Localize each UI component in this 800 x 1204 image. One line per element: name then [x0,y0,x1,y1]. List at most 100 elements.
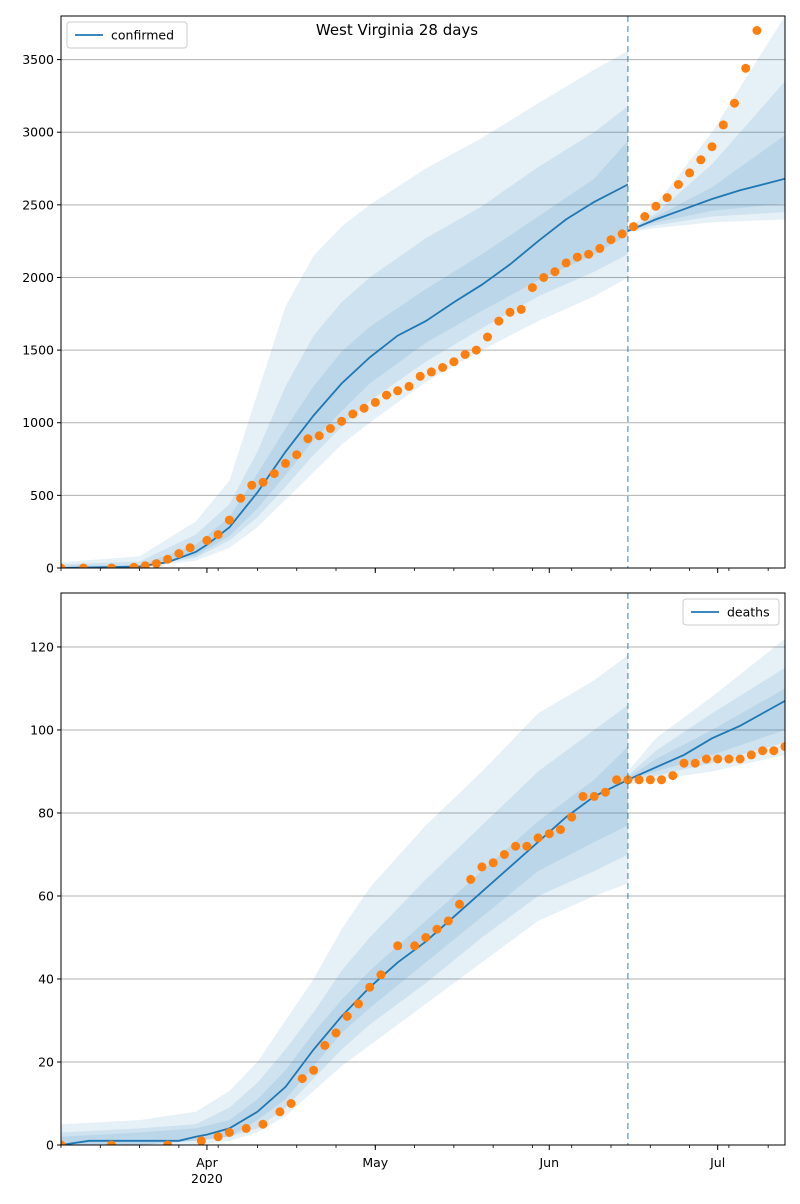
observed-point [78,563,88,568]
observed-point [651,201,661,211]
observed-point [292,450,302,460]
observed-point [522,841,532,851]
x-tick-label: Jul [709,1155,725,1170]
observed-point [758,746,768,756]
plot-area [61,638,785,1145]
uncertainty-band [627,135,785,232]
y-tick-label: 0 [46,1138,54,1153]
observed-point [370,397,380,407]
observed-point [746,750,756,760]
y-tick-label: 1500 [22,343,54,358]
x-tick-label: Apr [196,1155,218,1170]
observed-point [600,787,610,797]
observed-point [767,16,770,17]
observed-point [393,941,403,951]
observed-point [303,434,313,444]
plot-area [61,16,785,568]
observed-point [107,1140,116,1145]
y-tick-label: 60 [38,888,54,903]
observed-point [365,982,375,992]
observed-point [202,535,212,545]
uncertainty-band [627,81,785,232]
observed-point [606,235,616,245]
observed-point [612,775,622,785]
uncertainty-band [61,106,628,568]
observed-point [629,222,638,232]
axes-frame [60,15,786,569]
observed-point [376,970,386,980]
observed-point [460,350,470,359]
observed-point [466,874,476,884]
observed-point [196,1136,206,1145]
uncertainty-band [61,50,628,568]
observed-point [432,924,442,934]
observed-point [275,1107,285,1117]
y-tick-label: 100 [30,722,54,737]
observed-point [505,307,515,317]
chart-title: West Virginia 28 days [315,21,479,39]
observed-point [297,1074,307,1084]
observed-point [269,469,279,479]
observed-point [163,554,173,564]
observed-point [320,1040,330,1050]
observed-point [337,416,347,426]
uncertainty-band [627,16,785,233]
observed-point [701,754,711,764]
observed-point [471,345,481,355]
y-tick-label: 500 [30,488,54,503]
observed-point [690,758,700,768]
observed-point [174,549,184,558]
observed-point [404,381,414,391]
uncertainty-band [61,705,628,1145]
observed-point [342,1011,352,1021]
uncertainty-band [61,655,628,1145]
observed-point [494,316,504,326]
observed-point [449,357,459,367]
observed-point [213,1132,223,1142]
observed-point [359,403,369,413]
observed-point [286,1099,296,1108]
observed-point [213,530,223,540]
observed-point [572,252,582,262]
observed-point [258,1119,268,1129]
observed-point [499,850,509,859]
observed-point [595,243,605,253]
legend-label: deaths [727,605,770,620]
observed-point [309,1065,319,1075]
observed-point [668,771,678,781]
uncertainty-band [627,667,785,782]
y-tick-label: 3000 [22,125,54,140]
observed-point [533,833,543,843]
observed-point [645,775,655,785]
legend: confirmed [66,21,188,49]
observed-point [511,841,521,851]
y-tick-label: 80 [38,805,54,820]
observed-point [140,561,150,568]
observed-point [241,1123,251,1133]
forecast-line [627,177,785,232]
y-tick-label: 20 [38,1054,54,1069]
observed-point [780,742,785,752]
observed-point [752,26,762,35]
observed-point [724,754,734,764]
observed-point [477,862,487,872]
observed-point [679,758,689,768]
uncertainty-band [627,688,785,780]
y-tick-label: 3500 [22,52,54,67]
observed-point [415,371,425,381]
observed-point [314,431,324,441]
observed-point [741,63,751,73]
observed-point [561,258,571,268]
legend-box [66,21,188,49]
observed-point [578,791,588,801]
y-tick-label: 2500 [22,197,54,212]
observed-point [657,775,666,785]
observed-point [696,155,706,165]
x-tick-label: May [362,1155,388,1170]
observed-point [443,916,453,926]
observed-point [730,98,739,108]
legend-box [682,598,780,626]
observed-point [673,180,683,189]
observed-point [236,493,246,503]
x-tick-label: Jun [539,1155,560,1170]
